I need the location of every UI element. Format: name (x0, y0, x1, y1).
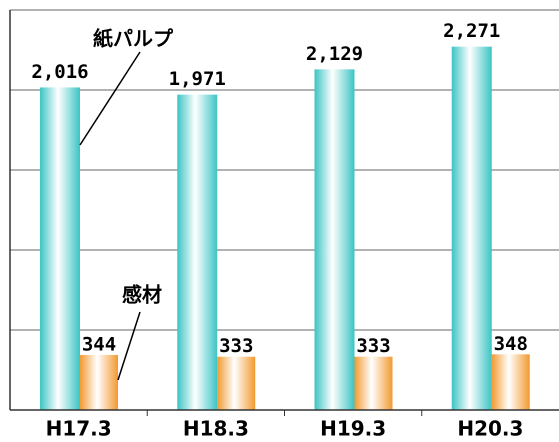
value-label: 333 (219, 335, 253, 357)
value-label: 1,971 (169, 68, 226, 90)
leader-line (79, 51, 141, 146)
bar (491, 354, 530, 410)
legend-label: 紙パルプ (93, 27, 174, 51)
bars (40, 46, 530, 411)
value-label: 333 (356, 335, 390, 357)
bar (314, 69, 355, 411)
x-tick-label: H18.3 (183, 417, 249, 441)
value-label: 2,271 (443, 20, 500, 42)
value-label: 344 (82, 333, 116, 355)
legend-label: 感材 (122, 283, 162, 307)
bar (177, 94, 218, 410)
leader-line (117, 311, 141, 381)
bar (451, 46, 492, 410)
x-tick-label: H17.3 (46, 417, 112, 441)
value-label: 2,129 (306, 43, 363, 65)
bar (354, 356, 393, 410)
bar (40, 87, 80, 410)
bar (217, 356, 256, 410)
value-label: 348 (494, 333, 528, 355)
bar (80, 354, 118, 410)
value-label: 2,016 (31, 61, 88, 83)
x-tick-label: H20.3 (457, 417, 523, 441)
x-tick-label: H19.3 (320, 417, 386, 441)
